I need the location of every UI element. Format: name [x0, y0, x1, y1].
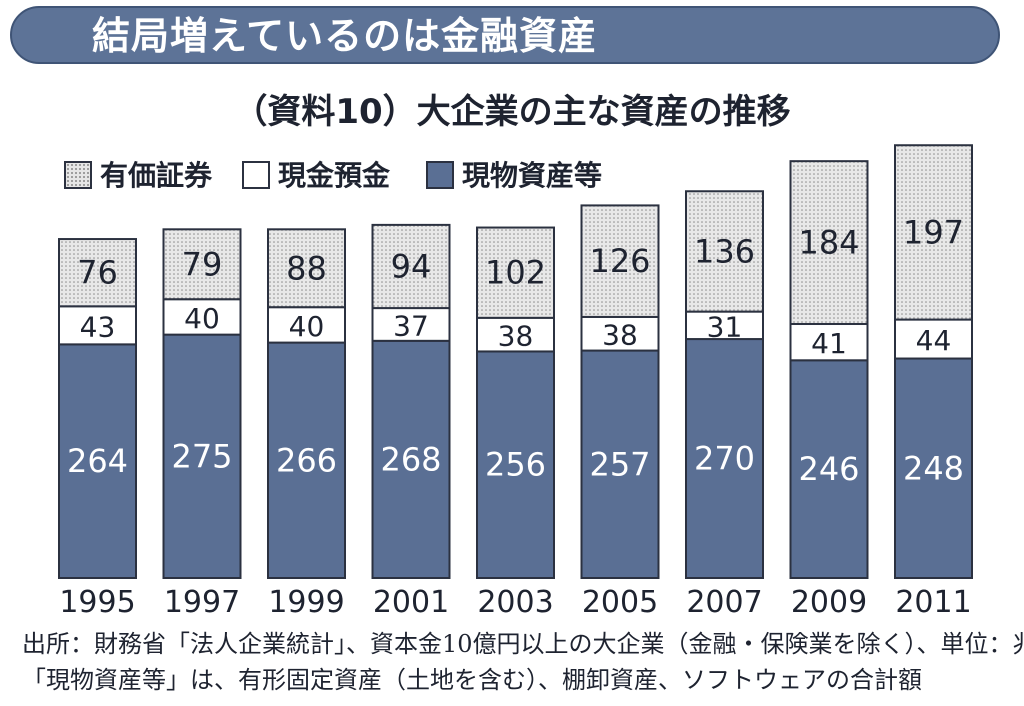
footnote-definition: 「現物資産等」は、有形固定資産（土地を含む）、棚卸資産、ソフトウェアの合計額	[22, 666, 922, 694]
bar-segment-cash-2007	[685, 310, 764, 341]
data-label-securities-2007: 136	[694, 232, 755, 270]
x-tick-label-2001: 2001	[373, 585, 449, 620]
data-label-securities-1999: 88	[286, 249, 327, 287]
bar-segment-physical-assets-1999	[267, 341, 346, 579]
bar-segment-physical-assets-2011	[894, 357, 973, 579]
footnote-source: 出所：財務省「法人企業統計」、資本金10億円以上の大企業（金融・保険業を除く）、…	[22, 630, 1024, 658]
data-label-physical-assets-2005: 257	[589, 445, 650, 483]
bar-segment-securities-2007	[685, 190, 764, 313]
bar-segment-securities-2011	[894, 144, 973, 321]
data-label-cash-1999: 40	[289, 310, 325, 343]
bar-segment-securities-1997	[162, 228, 242, 301]
data-label-securities-2011: 197	[903, 213, 964, 251]
data-label-physical-assets-2011: 248	[903, 449, 964, 487]
data-label-physical-assets-2007: 270	[694, 440, 755, 478]
data-label-securities-1997: 79	[182, 245, 223, 283]
banner-title: 結局増えているのは金融資産	[92, 14, 598, 58]
data-label-physical-assets-2003: 256	[485, 446, 546, 484]
bar-segment-securities-1999	[267, 228, 346, 309]
bar-segment-securities-2009	[789, 160, 869, 326]
x-tick-label-1997: 1997	[164, 585, 240, 620]
data-label-physical-assets-2001: 268	[380, 440, 441, 478]
bar-segment-cash-1995	[58, 305, 137, 346]
bar-segment-cash-1999	[267, 306, 346, 344]
bar-segment-cash-2001	[371, 307, 451, 342]
x-tick-label-2005: 2005	[582, 585, 658, 620]
bar-segment-physical-assets-2009	[789, 359, 869, 580]
bar-segment-physical-assets-2005	[580, 349, 660, 579]
x-tick-label-2011: 2011	[895, 585, 971, 620]
data-label-physical-assets-1997: 275	[171, 437, 232, 475]
x-tick-label-1999: 1999	[268, 585, 344, 620]
x-tick-label-2009: 2009	[791, 585, 867, 620]
bar-segment-physical-assets-1995	[58, 343, 137, 579]
data-label-cash-2007: 31	[707, 310, 743, 343]
data-label-cash-2005: 38	[602, 319, 638, 352]
x-tick-label-1995: 1995	[59, 585, 135, 620]
bar-segment-physical-assets-2001	[371, 339, 451, 579]
data-label-securities-1995: 76	[77, 254, 118, 292]
chart-title: （資料10）大企業の主な資産の推移	[233, 92, 791, 132]
x-tick-label-2003: 2003	[477, 585, 553, 620]
data-label-cash-2001: 37	[393, 309, 429, 342]
bar-segment-securities-2003	[476, 226, 555, 319]
data-label-cash-2009: 41	[811, 327, 847, 360]
x-tick-label-2007: 2007	[686, 585, 762, 620]
bar-segment-securities-2001	[371, 223, 451, 310]
data-label-cash-1995: 43	[80, 310, 116, 343]
bar-segment-cash-2011	[894, 318, 973, 360]
bar-segment-securities-2005	[580, 204, 660, 318]
bar-segment-physical-assets-2007	[685, 338, 764, 579]
data-label-physical-assets-1999: 266	[276, 441, 337, 479]
title-banner: 結局増えているのは金融資産	[10, 6, 1000, 64]
data-label-securities-2001: 94	[391, 247, 432, 285]
data-label-physical-assets-2009: 246	[798, 450, 859, 488]
bar-segment-physical-assets-2003	[476, 350, 555, 579]
data-label-physical-assets-1995: 264	[67, 442, 128, 480]
legend-label-securities: 有価証券	[100, 159, 213, 192]
legend-label-physical-assets: 現物資産等	[462, 159, 603, 192]
bar-segment-securities-1995	[58, 238, 137, 308]
legend-swatch-securities	[64, 161, 92, 189]
legend-label-cash: 現金預金	[278, 159, 391, 192]
data-label-cash-1997: 40	[184, 302, 220, 335]
data-label-securities-2003: 102	[485, 254, 546, 292]
data-label-cash-2003: 38	[498, 320, 534, 353]
legend-swatch-physical-assets	[426, 161, 454, 189]
data-label-securities-2009: 184	[798, 224, 859, 262]
legend-swatch-cash	[242, 161, 270, 189]
data-label-securities-2005: 126	[589, 242, 650, 280]
bar-segment-physical-assets-1997	[162, 333, 242, 579]
data-label-cash-2011: 44	[916, 324, 952, 357]
